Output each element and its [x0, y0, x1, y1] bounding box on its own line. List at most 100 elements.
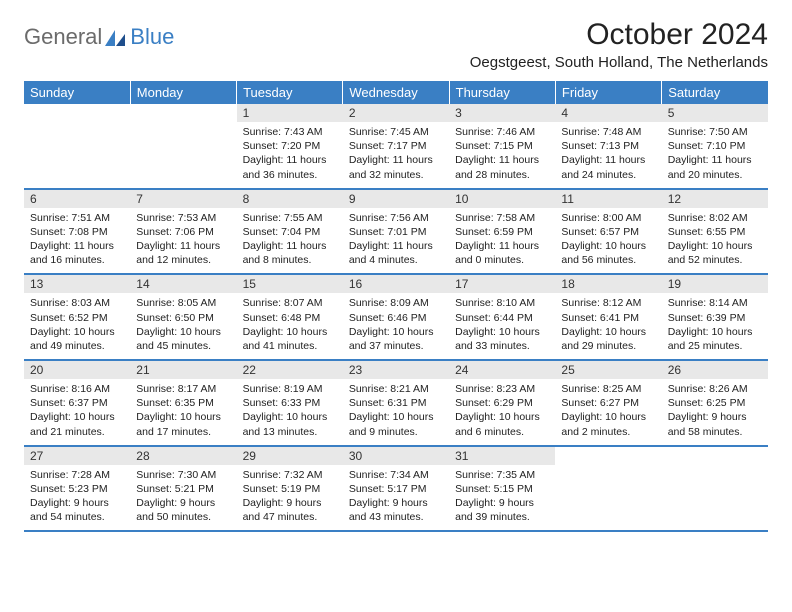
day-body: Sunrise: 7:32 AMSunset: 5:19 PMDaylight:…: [237, 465, 343, 531]
weekday-header: Friday: [555, 81, 661, 104]
calendar-day-cell: .: [130, 104, 236, 189]
calendar-day-cell: 24Sunrise: 8:23 AMSunset: 6:29 PMDayligh…: [449, 360, 555, 446]
calendar-day-cell: 19Sunrise: 8:14 AMSunset: 6:39 PMDayligh…: [662, 274, 768, 360]
calendar-week-row: 13Sunrise: 8:03 AMSunset: 6:52 PMDayligh…: [24, 274, 768, 360]
calendar-week-row: 6Sunrise: 7:51 AMSunset: 7:08 PMDaylight…: [24, 189, 768, 275]
daylight-text: Daylight: 10 hours and 25 minutes.: [668, 325, 762, 353]
sunrise-text: Sunrise: 7:56 AM: [349, 211, 443, 225]
day-body: Sunrise: 8:26 AMSunset: 6:25 PMDaylight:…: [662, 379, 768, 445]
sunset-text: Sunset: 6:41 PM: [561, 311, 655, 325]
calendar-day-cell: 16Sunrise: 8:09 AMSunset: 6:46 PMDayligh…: [343, 274, 449, 360]
day-body: Sunrise: 7:50 AMSunset: 7:10 PMDaylight:…: [662, 122, 768, 188]
day-number: 25: [555, 361, 661, 379]
sunset-text: Sunset: 6:44 PM: [455, 311, 549, 325]
calendar-day-cell: 15Sunrise: 8:07 AMSunset: 6:48 PMDayligh…: [237, 274, 343, 360]
daylight-text: Daylight: 10 hours and 37 minutes.: [349, 325, 443, 353]
sunset-text: Sunset: 6:25 PM: [668, 396, 762, 410]
sunrise-text: Sunrise: 8:02 AM: [668, 211, 762, 225]
calendar-day-cell: .: [662, 446, 768, 532]
title-block: October 2024 Oegstgeest, South Holland, …: [470, 18, 768, 71]
daylight-text: Daylight: 11 hours and 0 minutes.: [455, 239, 549, 267]
calendar-day-cell: 3Sunrise: 7:46 AMSunset: 7:15 PMDaylight…: [449, 104, 555, 189]
brand-blue: Blue: [130, 24, 174, 50]
calendar-day-cell: 30Sunrise: 7:34 AMSunset: 5:17 PMDayligh…: [343, 446, 449, 532]
day-body: Sunrise: 7:28 AMSunset: 5:23 PMDaylight:…: [24, 465, 130, 531]
day-number: 21: [130, 361, 236, 379]
sunset-text: Sunset: 6:31 PM: [349, 396, 443, 410]
calendar-day-cell: 7Sunrise: 7:53 AMSunset: 7:06 PMDaylight…: [130, 189, 236, 275]
sunrise-text: Sunrise: 8:16 AM: [30, 382, 124, 396]
day-number: 7: [130, 190, 236, 208]
day-number: 29: [237, 447, 343, 465]
calendar-week-row: ..1Sunrise: 7:43 AMSunset: 7:20 PMDaylig…: [24, 104, 768, 189]
daylight-text: Daylight: 11 hours and 4 minutes.: [349, 239, 443, 267]
calendar-day-cell: 22Sunrise: 8:19 AMSunset: 6:33 PMDayligh…: [237, 360, 343, 446]
sunset-text: Sunset: 7:13 PM: [561, 139, 655, 153]
weekday-header: Wednesday: [343, 81, 449, 104]
month-title: October 2024: [470, 18, 768, 52]
calendar-day-cell: 20Sunrise: 8:16 AMSunset: 6:37 PMDayligh…: [24, 360, 130, 446]
calendar-table: Sunday Monday Tuesday Wednesday Thursday…: [24, 81, 768, 532]
sunset-text: Sunset: 6:29 PM: [455, 396, 549, 410]
calendar-day-cell: 18Sunrise: 8:12 AMSunset: 6:41 PMDayligh…: [555, 274, 661, 360]
day-number: 19: [662, 275, 768, 293]
day-number: 27: [24, 447, 130, 465]
day-number: 16: [343, 275, 449, 293]
sunset-text: Sunset: 6:39 PM: [668, 311, 762, 325]
sunrise-text: Sunrise: 8:07 AM: [243, 296, 337, 310]
weekday-header: Monday: [130, 81, 236, 104]
daylight-text: Daylight: 11 hours and 16 minutes.: [30, 239, 124, 267]
calendar-day-cell: 17Sunrise: 8:10 AMSunset: 6:44 PMDayligh…: [449, 274, 555, 360]
day-body: Sunrise: 8:07 AMSunset: 6:48 PMDaylight:…: [237, 293, 343, 359]
daylight-text: Daylight: 9 hours and 54 minutes.: [30, 496, 124, 524]
day-body: Sunrise: 7:51 AMSunset: 7:08 PMDaylight:…: [24, 208, 130, 274]
weekday-header: Thursday: [449, 81, 555, 104]
sunrise-text: Sunrise: 8:23 AM: [455, 382, 549, 396]
day-body: Sunrise: 8:03 AMSunset: 6:52 PMDaylight:…: [24, 293, 130, 359]
sunset-text: Sunset: 5:17 PM: [349, 482, 443, 496]
daylight-text: Daylight: 11 hours and 24 minutes.: [561, 153, 655, 181]
daylight-text: Daylight: 9 hours and 43 minutes.: [349, 496, 443, 524]
daylight-text: Daylight: 10 hours and 13 minutes.: [243, 410, 337, 438]
sunrise-text: Sunrise: 7:51 AM: [30, 211, 124, 225]
daylight-text: Daylight: 10 hours and 9 minutes.: [349, 410, 443, 438]
sunrise-text: Sunrise: 7:46 AM: [455, 125, 549, 139]
day-body: Sunrise: 8:23 AMSunset: 6:29 PMDaylight:…: [449, 379, 555, 445]
sunrise-text: Sunrise: 8:17 AM: [136, 382, 230, 396]
day-number: 23: [343, 361, 449, 379]
day-body: Sunrise: 8:09 AMSunset: 6:46 PMDaylight:…: [343, 293, 449, 359]
weekday-header: Tuesday: [237, 81, 343, 104]
sunrise-text: Sunrise: 8:25 AM: [561, 382, 655, 396]
day-number: 6: [24, 190, 130, 208]
day-number: 13: [24, 275, 130, 293]
day-body: Sunrise: 7:55 AMSunset: 7:04 PMDaylight:…: [237, 208, 343, 274]
daylight-text: Daylight: 10 hours and 6 minutes.: [455, 410, 549, 438]
sunrise-text: Sunrise: 7:50 AM: [668, 125, 762, 139]
day-body: Sunrise: 8:21 AMSunset: 6:31 PMDaylight:…: [343, 379, 449, 445]
daylight-text: Daylight: 11 hours and 8 minutes.: [243, 239, 337, 267]
sunset-text: Sunset: 5:15 PM: [455, 482, 549, 496]
sunrise-text: Sunrise: 7:35 AM: [455, 468, 549, 482]
sunset-text: Sunset: 7:17 PM: [349, 139, 443, 153]
daylight-text: Daylight: 10 hours and 21 minutes.: [30, 410, 124, 438]
day-body: Sunrise: 8:00 AMSunset: 6:57 PMDaylight:…: [555, 208, 661, 274]
day-body: Sunrise: 8:10 AMSunset: 6:44 PMDaylight:…: [449, 293, 555, 359]
daylight-text: Daylight: 10 hours and 33 minutes.: [455, 325, 549, 353]
calendar-day-cell: 11Sunrise: 8:00 AMSunset: 6:57 PMDayligh…: [555, 189, 661, 275]
calendar-day-cell: 23Sunrise: 8:21 AMSunset: 6:31 PMDayligh…: [343, 360, 449, 446]
day-number: 28: [130, 447, 236, 465]
day-body: Sunrise: 7:53 AMSunset: 7:06 PMDaylight:…: [130, 208, 236, 274]
calendar-week-row: 27Sunrise: 7:28 AMSunset: 5:23 PMDayligh…: [24, 446, 768, 532]
sunrise-text: Sunrise: 7:53 AM: [136, 211, 230, 225]
day-number: 10: [449, 190, 555, 208]
sunset-text: Sunset: 6:35 PM: [136, 396, 230, 410]
daylight-text: Daylight: 10 hours and 52 minutes.: [668, 239, 762, 267]
sunset-text: Sunset: 6:37 PM: [30, 396, 124, 410]
daylight-text: Daylight: 10 hours and 2 minutes.: [561, 410, 655, 438]
sunrise-text: Sunrise: 7:55 AM: [243, 211, 337, 225]
day-body: Sunrise: 8:12 AMSunset: 6:41 PMDaylight:…: [555, 293, 661, 359]
sunrise-text: Sunrise: 8:03 AM: [30, 296, 124, 310]
day-number: 5: [662, 104, 768, 122]
weekday-header-row: Sunday Monday Tuesday Wednesday Thursday…: [24, 81, 768, 104]
daylight-text: Daylight: 10 hours and 45 minutes.: [136, 325, 230, 353]
